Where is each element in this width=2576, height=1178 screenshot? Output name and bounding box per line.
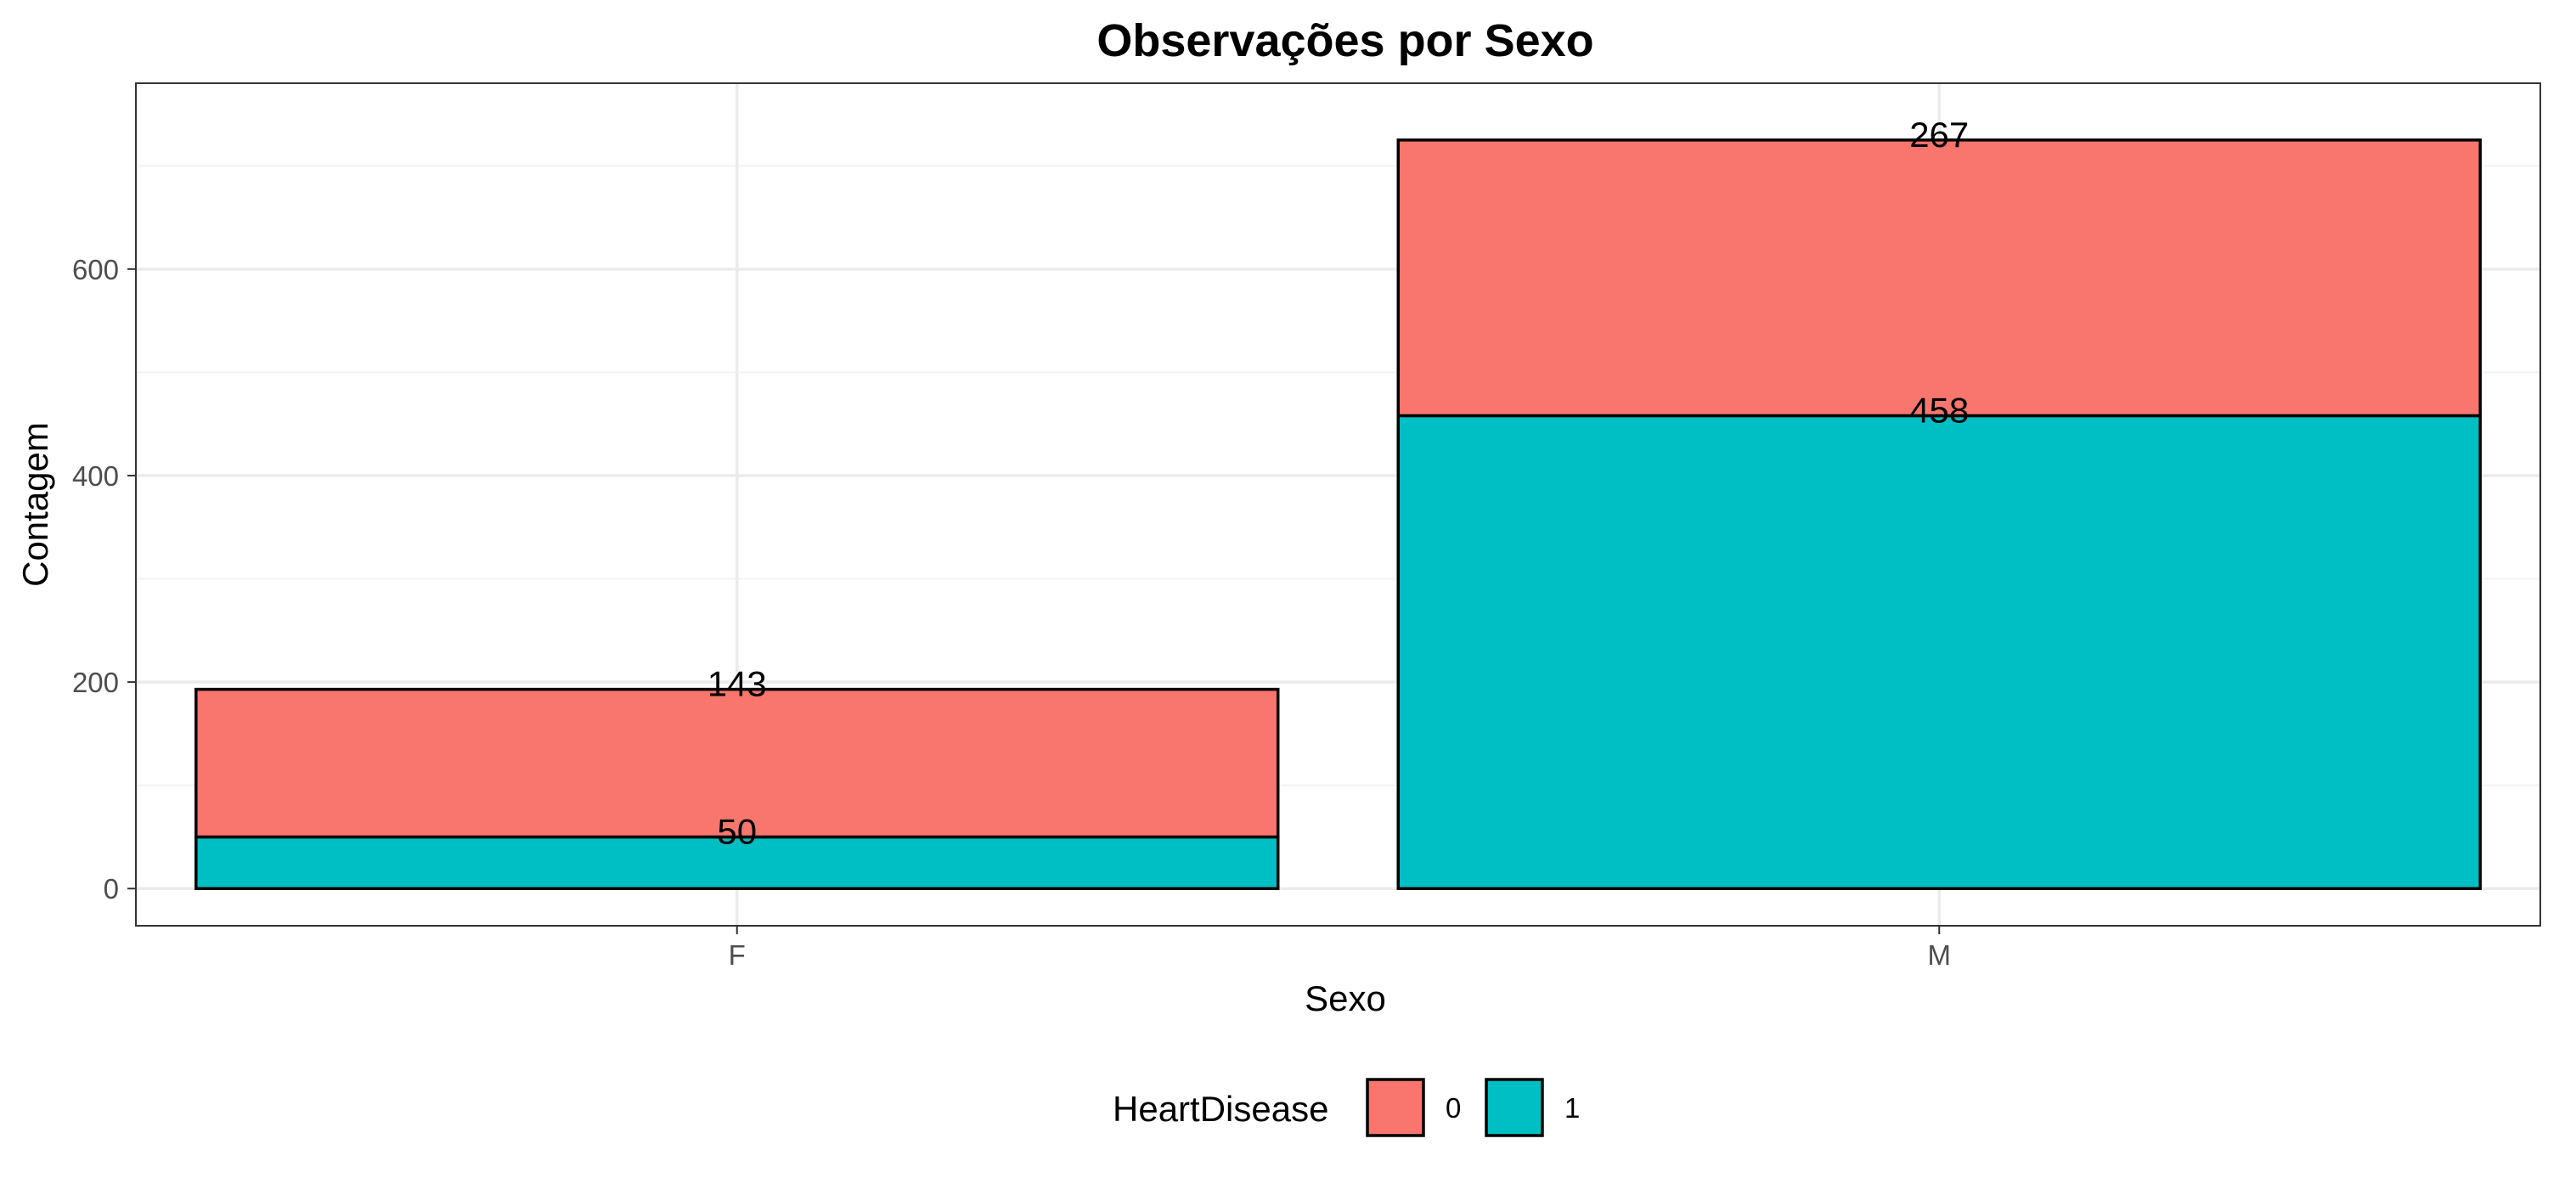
y-tick-label: 400 xyxy=(72,460,119,492)
bar-segment xyxy=(1396,414,2482,890)
x-axis-title: Sexo xyxy=(1305,978,1386,1018)
data-label: 143 xyxy=(707,664,767,704)
y-tick-label: 200 xyxy=(72,667,119,698)
data-labels: 50 143 458 267 xyxy=(707,115,1970,852)
bar-segment xyxy=(1396,138,2482,418)
y-tick-label: 0 xyxy=(104,873,119,905)
data-label: 267 xyxy=(1909,115,1969,155)
legend-label: 1 xyxy=(1564,1092,1580,1124)
y-axis: 0 200 400 600 xyxy=(72,254,136,905)
x-tick-label: F xyxy=(729,939,746,971)
bars xyxy=(194,138,2482,890)
x-tick-label: M xyxy=(1928,939,1952,971)
chart-title: Observações por Sexo xyxy=(1096,15,1593,66)
y-axis-title: Contagem xyxy=(15,422,55,587)
y-tick-label: 600 xyxy=(72,254,119,285)
bar-segment xyxy=(194,835,1280,890)
data-label: 50 xyxy=(717,811,757,851)
plot-border xyxy=(135,82,2541,927)
data-label: 458 xyxy=(1909,390,1969,430)
legend-key xyxy=(1366,1078,1425,1137)
bar-segment xyxy=(194,687,1280,839)
legend-key xyxy=(1485,1078,1544,1137)
legend-label: 0 xyxy=(1446,1092,1461,1124)
legend-title: HeartDisease xyxy=(1113,1089,1328,1129)
